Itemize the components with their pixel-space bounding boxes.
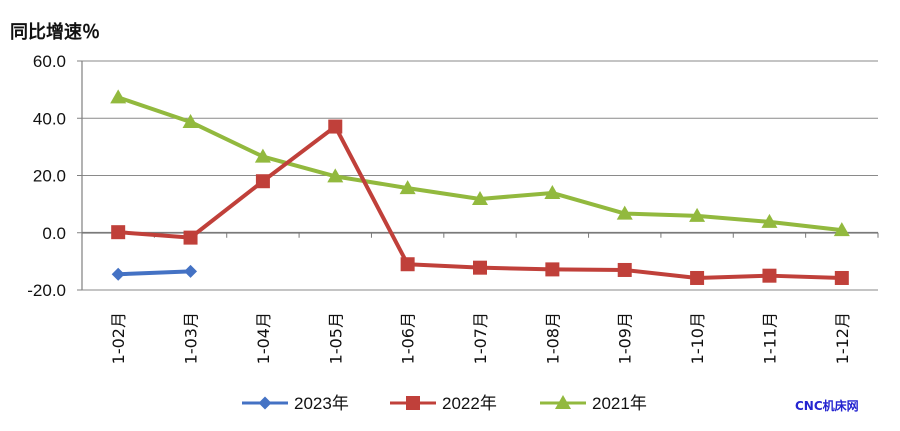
x-tick-label: 1-08月: [543, 312, 562, 364]
data-point: [327, 168, 344, 183]
data-point: [544, 184, 561, 199]
legend: 2023年 2022年 2021年: [242, 394, 647, 413]
data-point: [399, 180, 416, 195]
y-axis-title: 同比增速％: [10, 21, 100, 43]
y-tick-label: 40.0: [33, 109, 66, 128]
data-point: [762, 268, 777, 283]
data-point: [617, 262, 632, 277]
x-tick-labels: 1-02月 1-03月 1-04月 1-05月 1-06月 1-07月 1-08月 1-09月…: [109, 312, 852, 364]
x-tick-label: 1-12月: [833, 312, 852, 364]
data-point: [545, 262, 560, 277]
x-tick-label: 1-06月: [399, 312, 418, 364]
y-tick-label: 0.0: [42, 224, 66, 243]
data-point: [183, 230, 198, 245]
data-point: [111, 225, 126, 240]
y-tick-labels: 60.0 40.0 20.0 0.0 -20.0: [27, 52, 66, 300]
x-tick-label: 1-09月: [616, 312, 635, 364]
legend-marker: [555, 395, 571, 409]
data-point: [689, 207, 706, 222]
watermark-text: CNC机床网: [795, 398, 859, 413]
y-tick-label: -20.0: [27, 281, 66, 300]
x-tick-label: 1-11月: [760, 312, 779, 364]
data-point: [254, 148, 271, 163]
series-2022年: [111, 119, 849, 285]
y-tick-label: 60.0: [33, 52, 66, 71]
data-point: [110, 89, 127, 104]
series-line: [118, 269, 191, 277]
x-tick-label: 1-07月: [471, 312, 490, 364]
data-point: [255, 174, 270, 189]
x-tick-label: 1-03月: [182, 312, 201, 364]
data-point: [761, 213, 778, 228]
series-group: [110, 89, 850, 285]
data-point: [328, 119, 343, 134]
legend-label: 2022年: [442, 394, 497, 413]
x-tick-label: 1-04月: [254, 312, 273, 364]
legend-item: 2023年: [242, 394, 349, 413]
data-point: [833, 222, 850, 237]
data-point: [690, 270, 705, 285]
data-point: [834, 270, 849, 285]
gridlines: [82, 60, 878, 291]
x-tick-label: 1-02月: [109, 312, 128, 364]
y-tick-label: 20.0: [33, 167, 66, 186]
data-point: [184, 264, 198, 278]
data-point: [472, 190, 488, 205]
legend-label: 2023年: [294, 394, 349, 413]
legend-marker: [258, 396, 272, 410]
series-2021年: [110, 89, 850, 237]
series-2023年: [111, 264, 198, 281]
legend-label: 2021年: [592, 394, 647, 413]
legend-item: 2022年: [390, 394, 497, 413]
x-tick-label: 1-05月: [326, 312, 345, 364]
legend-marker: [406, 396, 420, 410]
data-point: [473, 260, 487, 275]
legend-item: 2021年: [540, 394, 647, 413]
data-point: [182, 113, 199, 128]
data-point: [400, 257, 415, 272]
data-point: [111, 267, 125, 281]
data-point: [616, 205, 633, 220]
x-tick-label: 1-10月: [688, 312, 707, 364]
